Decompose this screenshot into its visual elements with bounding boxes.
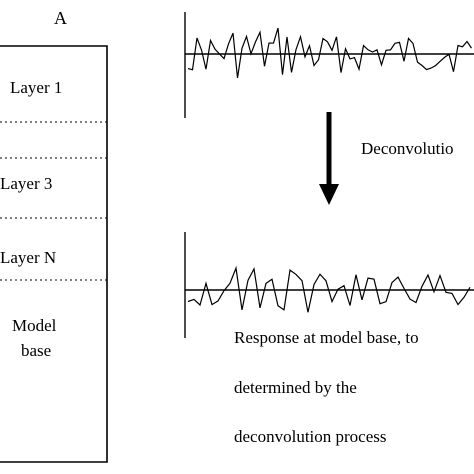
layer-n-label: Layer N	[0, 248, 57, 267]
model-base-label: base	[21, 341, 52, 360]
layer-3-label: Layer 3	[0, 174, 53, 193]
base-signal-waveform	[187, 265, 471, 313]
deconvolution-arrow-head	[319, 184, 339, 205]
response-caption: deconvolution process	[234, 427, 387, 446]
deconvolution-label: Deconvolutio	[361, 139, 454, 158]
layer-1-label: Layer 1	[10, 78, 63, 97]
soil-column-outline	[0, 45, 108, 463]
model-base-label: Model	[12, 316, 57, 335]
response-caption: determined by the	[234, 378, 357, 397]
surface-signal-waveform	[187, 27, 472, 79]
response-caption: Response at model base, to	[234, 328, 419, 347]
column-label: A	[54, 8, 67, 28]
